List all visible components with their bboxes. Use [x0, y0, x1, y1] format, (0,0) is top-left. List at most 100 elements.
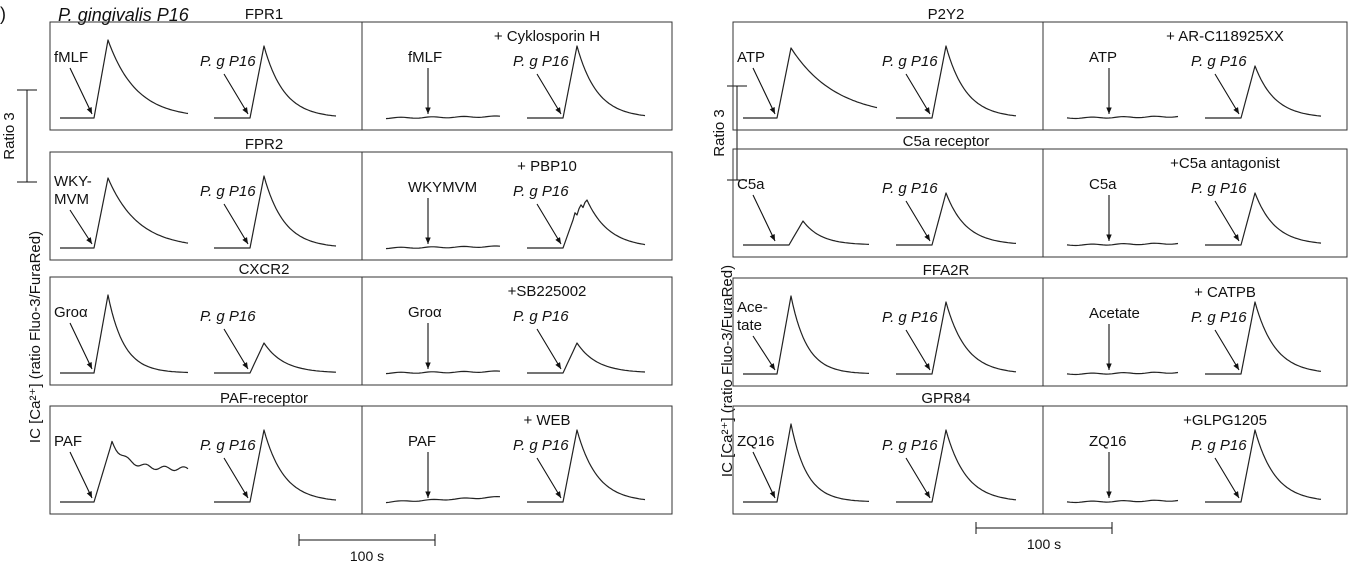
bacteria-label: P. g P16 [513, 308, 569, 325]
cell-control: fMLF P. g P16 [54, 39, 337, 119]
agonist-label: C5a [737, 176, 765, 193]
cell-control: ATP P. g P16 [737, 45, 1017, 119]
bacteria-trace [1205, 65, 1322, 119]
agonist-trace [385, 115, 501, 120]
agonist-arrow-head [86, 491, 92, 498]
bacteria-arrow [905, 457, 931, 499]
agonist-arrow-head [1106, 363, 1112, 370]
agonist-label: ZQ16 [1089, 433, 1127, 450]
panel-frame [49, 276, 673, 386]
receptor-label: FPR1 [245, 6, 283, 23]
bacteria-trace [214, 429, 337, 503]
bacteria-trace [527, 45, 646, 119]
agonist-arrow-head [425, 491, 431, 498]
panel-frame [732, 277, 1348, 387]
agonist-arrow-head [1106, 491, 1112, 498]
bacteria-arrow-head [555, 491, 561, 498]
bacteria-label: P. g P16 [513, 437, 569, 454]
agonist-arrow [752, 451, 776, 499]
cell-control: Groα P. g P16 [54, 294, 337, 374]
agonist-trace [60, 440, 189, 503]
panels-layer: FPR1 + Cyklosporin H fMLF P. g P16 fMLF P. g … [49, 6, 1348, 515]
time-scale-label-right: 100 s [1027, 536, 1061, 552]
agonist-arrow-head [769, 363, 775, 370]
bacteria-arrow-head [924, 234, 930, 241]
receptor-label: GPR84 [921, 390, 970, 407]
panel-frame [732, 405, 1348, 515]
ratio-scale-label-right: Ratio 3 [711, 109, 728, 157]
agonist-arrow-head [425, 107, 431, 114]
bacteria-label: P. g P16 [882, 309, 938, 326]
bacteria-arrow-head [924, 491, 930, 498]
agonist-label: fMLF [408, 49, 442, 66]
agonist-trace [1066, 242, 1179, 247]
cell-control: PAF P. g P16 [54, 429, 337, 503]
ratio-scale-bar: Ratio 3 [1, 89, 37, 183]
agonist-arrow [69, 451, 93, 499]
y-axis-label-left: IC [Ca²⁺] (ratio Fluo-3/FuraRed) [27, 231, 44, 443]
panel-gpr84: GPR84 +GLPG1205 ZQ16 P. g P16 ZQ16 P. g P16 [732, 390, 1348, 515]
bacteria-arrow [905, 329, 931, 371]
bacteria-label: P. g P16 [200, 53, 256, 70]
agonist-label: C5a [1089, 176, 1117, 193]
agonist-arrow-head [425, 362, 431, 369]
cell-control: WKY-MVM P. g P16 [54, 173, 337, 249]
bacteria-trace [527, 199, 646, 249]
agonist-label: Groα [408, 304, 442, 321]
bacteria-label: P. g P16 [1191, 437, 1247, 454]
cell-inhibited: PAF P. g P16 [385, 429, 646, 504]
agonist-trace [1066, 115, 1179, 120]
receptor-label: CXCR2 [239, 261, 290, 278]
agonist-arrow-head [86, 237, 92, 244]
bacteria-trace [1205, 192, 1322, 246]
bacteria-trace [214, 175, 337, 249]
agonist-arrow-head [1106, 107, 1112, 114]
inhibitor-label: + PBP10 [517, 158, 577, 175]
ratio-scale-label: Ratio 3 [1, 112, 18, 160]
figure-title: P. gingivalis P16 [58, 5, 190, 25]
cell-control: ZQ16 P. g P16 [737, 423, 1017, 503]
cell-inhibited: C5a P. g P16 [1066, 176, 1322, 247]
inhibitor-label: + Cyklosporin H [494, 28, 600, 45]
receptor-label: C5a receptor [903, 133, 990, 150]
agonist-trace [743, 47, 878, 119]
agonist-arrow-head [86, 107, 92, 114]
inhibitor-label: + CATPB [1194, 284, 1256, 301]
agonist-trace [1066, 371, 1179, 376]
agonist-trace [1066, 499, 1179, 504]
agonist-arrow [69, 209, 93, 245]
bacteria-label: P. g P16 [1191, 309, 1247, 326]
agonist-arrow [752, 194, 776, 242]
bacteria-arrow-head [1233, 107, 1239, 114]
bacteria-trace [896, 301, 1017, 375]
bacteria-arrow [223, 328, 249, 370]
bacteria-arrow-head [555, 107, 561, 114]
agonist-arrow-head [425, 237, 431, 244]
bacteria-arrow-head [242, 491, 248, 498]
cell-inhibited: fMLF P. g P16 [385, 45, 646, 120]
inhibitor-label: +GLPG1205 [1183, 412, 1267, 429]
bacteria-label: P. g P16 [200, 437, 256, 454]
bacteria-arrow [223, 203, 249, 245]
receptor-label: P2Y2 [928, 6, 965, 23]
bacteria-label: P. g P16 [200, 183, 256, 200]
bacteria-label: P. g P16 [882, 180, 938, 197]
bacteria-label: P. g P16 [513, 183, 569, 200]
bacteria-arrow-head [242, 107, 248, 114]
time-scale-label-left: 100 s [350, 548, 384, 564]
bacteria-label: P. g P16 [1191, 180, 1247, 197]
bacteria-arrow-head [242, 362, 248, 369]
cell-inhibited: WKYMVM P. g P16 [385, 179, 646, 250]
bacteria-arrow-head [924, 107, 930, 114]
bacteria-arrow [223, 73, 249, 115]
bacteria-arrow-head [555, 362, 561, 369]
agonist-trace [385, 496, 501, 504]
inhibitor-label: + WEB [523, 412, 570, 429]
time-scale-bar-left: 100 s [298, 534, 436, 564]
agonist-trace [60, 39, 189, 119]
bacteria-arrow [223, 457, 249, 499]
cell-inhibited: ZQ16 P. g P16 [1066, 429, 1322, 504]
time-scale-bar-right: 100 s [975, 522, 1113, 552]
agonist-trace [743, 220, 870, 246]
